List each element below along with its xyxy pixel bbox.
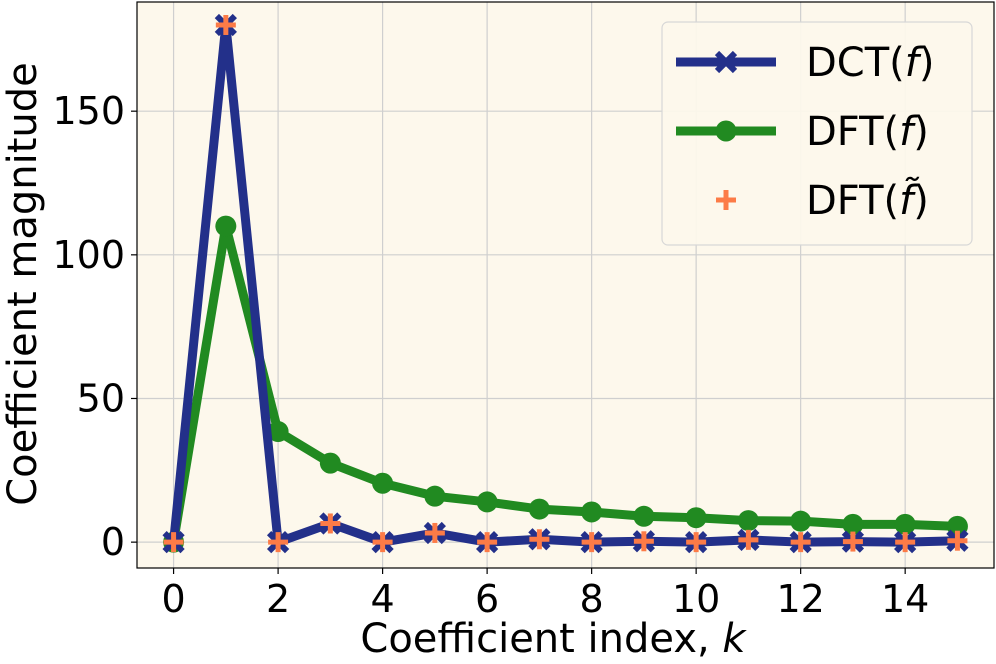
data-point bbox=[372, 472, 394, 494]
legend: DCT(f) DFT(f) DFT(f̃) bbox=[661, 21, 973, 246]
data-point bbox=[424, 485, 446, 507]
data-point bbox=[686, 532, 707, 553]
y-tick-label: 50 bbox=[77, 376, 125, 420]
legend-item: DCT(f) bbox=[676, 40, 934, 86]
series-2 bbox=[163, 14, 968, 553]
x-tick-label: 12 bbox=[776, 577, 824, 621]
series-layer bbox=[162, 13, 969, 554]
data-point bbox=[529, 529, 550, 550]
x-tick-label: 8 bbox=[580, 577, 604, 621]
series-line bbox=[169, 221, 958, 543]
data-point bbox=[737, 510, 759, 532]
y-tick-label: 100 bbox=[52, 233, 125, 277]
legend-label: DFT(f) bbox=[806, 109, 929, 155]
plot-frame bbox=[136, 1, 995, 569]
data-point bbox=[319, 452, 341, 474]
data-point bbox=[581, 501, 603, 523]
data-point bbox=[424, 522, 445, 543]
legend-box bbox=[661, 21, 973, 246]
series-line bbox=[169, 20, 958, 547]
legend-label: DCT(f) bbox=[806, 40, 934, 86]
data-point bbox=[372, 532, 393, 553]
data-point bbox=[528, 498, 550, 520]
x-tick-label: 14 bbox=[881, 577, 929, 621]
y-axis-ticks: 0 50 100 150 bbox=[52, 89, 137, 564]
x-tick-label: 6 bbox=[475, 577, 499, 621]
x-tick-label: 10 bbox=[672, 577, 720, 621]
y-tick-label: 0 bbox=[101, 520, 125, 564]
data-point bbox=[842, 531, 863, 552]
data-point bbox=[267, 421, 289, 443]
data-point bbox=[842, 513, 864, 535]
legend-marker bbox=[715, 120, 737, 142]
legend-marker bbox=[714, 50, 738, 74]
data-point bbox=[790, 532, 811, 553]
x-tick-label: 0 bbox=[161, 577, 185, 621]
data-point bbox=[685, 507, 707, 529]
data-point bbox=[477, 532, 498, 553]
legend-item: DFT(f) bbox=[676, 109, 929, 155]
y-axis-label: Coefficient magnitude bbox=[0, 62, 46, 506]
data-point bbox=[215, 14, 236, 35]
data-point bbox=[320, 513, 341, 534]
data-point bbox=[894, 513, 916, 535]
data-point bbox=[738, 529, 759, 550]
data-point bbox=[268, 532, 289, 553]
data-point bbox=[581, 532, 602, 553]
data-point bbox=[476, 491, 498, 513]
data-point bbox=[895, 532, 916, 553]
data-point bbox=[790, 510, 812, 532]
legend-marker bbox=[716, 190, 736, 210]
data-point bbox=[215, 215, 237, 237]
legend-item: DFT(f̃) bbox=[716, 176, 929, 224]
x-tick-label: 2 bbox=[266, 577, 290, 621]
y-tick-label: 150 bbox=[52, 89, 125, 133]
data-point bbox=[633, 505, 655, 527]
x-tick-label: 4 bbox=[371, 577, 395, 621]
x-axis-ticks: 0 2 4 6 8 10 12 14 bbox=[161, 568, 929, 621]
legend-label: DFT(f̃) bbox=[806, 176, 929, 224]
data-point bbox=[163, 532, 184, 553]
data-point bbox=[947, 530, 968, 551]
x-axis-label: Coefficient index, k bbox=[360, 616, 747, 662]
data-point bbox=[633, 531, 654, 552]
